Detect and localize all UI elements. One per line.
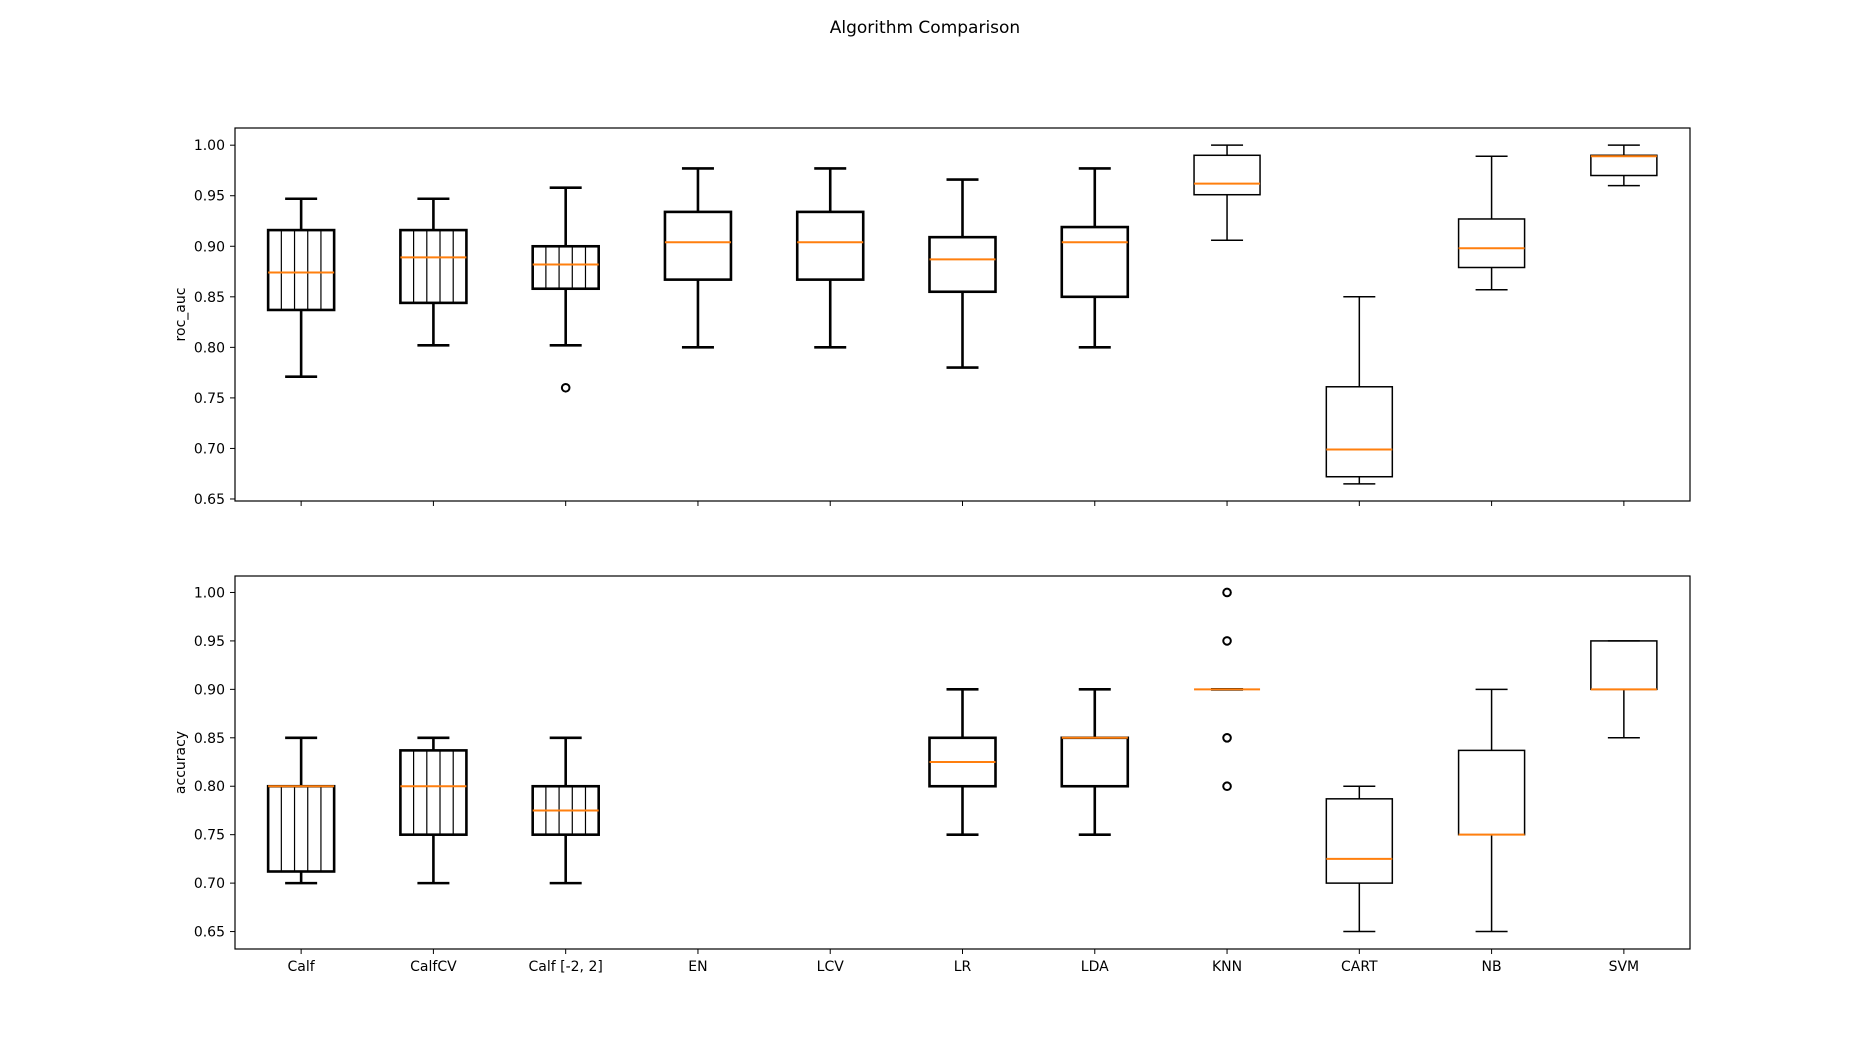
panel2-box [266, 784, 336, 873]
panel1-box [663, 210, 733, 281]
panel1-box [531, 244, 600, 291]
panel1-flier [560, 382, 571, 393]
panel1-box [928, 235, 997, 294]
panel1-box [1457, 218, 1526, 269]
panel1-box [266, 228, 336, 312]
panel2-xtick-label: LCV [817, 959, 845, 975]
panel2-flier [1222, 636, 1232, 646]
panel1-ytick-label: 0.75 [194, 391, 225, 407]
panel2-ytick-label: 0.80 [194, 779, 225, 795]
panel2-box [1457, 749, 1526, 836]
panel1-ytick-label: 0.65 [194, 492, 225, 508]
panel2-ytick-label: 0.90 [194, 682, 225, 698]
panel1-box [399, 228, 468, 305]
panel2-xtick-label: Calf [-2, 2] [529, 959, 603, 975]
panel2-xtick-label: LR [954, 959, 972, 975]
panel2-xtick-label: Calf [288, 959, 316, 975]
panel2-box [1590, 640, 1658, 691]
panel1-ylabel: roc_auc [173, 288, 189, 342]
panel2-ytick-label: 0.70 [194, 876, 225, 892]
panel2-ylabel: accuracy [173, 731, 189, 794]
panel2-xtick-label: CART [1341, 959, 1378, 975]
panel2-box [1060, 736, 1130, 788]
panel1-box [1193, 154, 1261, 196]
panel2-xtick-label: EN [688, 959, 707, 975]
panel2-xtick-label: LDA [1081, 959, 1109, 975]
panel2-ytick-label: 0.95 [194, 634, 225, 650]
panel1-box [1060, 225, 1130, 299]
panel2-ytick-label: 0.85 [194, 731, 225, 747]
panel1-ytick-label: 0.85 [194, 290, 225, 306]
panel1-ytick-label: 0.70 [194, 441, 225, 457]
panel2-flier [1222, 732, 1232, 743]
panel2-xtick-label: SVM [1609, 959, 1640, 975]
panel2-ytick-label: 1.00 [194, 585, 225, 601]
panel2-xtick-label: NB [1482, 959, 1502, 975]
panel2-xtick-label: CalfCV [410, 959, 457, 975]
panel2-flier [1222, 587, 1232, 598]
panel1-box [1325, 386, 1394, 478]
panel1-ytick-label: 0.80 [194, 340, 225, 356]
panel1-ytick-label: 1.00 [194, 138, 225, 154]
panel1-ytick-label: 0.90 [194, 239, 225, 255]
figure-title: Algorithm Comparison [829, 18, 1021, 38]
panel1-box [1590, 154, 1658, 177]
panel2-box [399, 749, 468, 836]
panel2-box [1325, 798, 1394, 884]
panel2-xtick-label: KNN [1212, 959, 1242, 975]
panel2-flier [1222, 781, 1232, 792]
panel1-ytick-label: 0.95 [194, 189, 225, 205]
panel2-ytick-label: 0.65 [194, 925, 225, 941]
panel2-ytick-label: 0.75 [194, 828, 225, 844]
panel1-box [795, 210, 865, 281]
